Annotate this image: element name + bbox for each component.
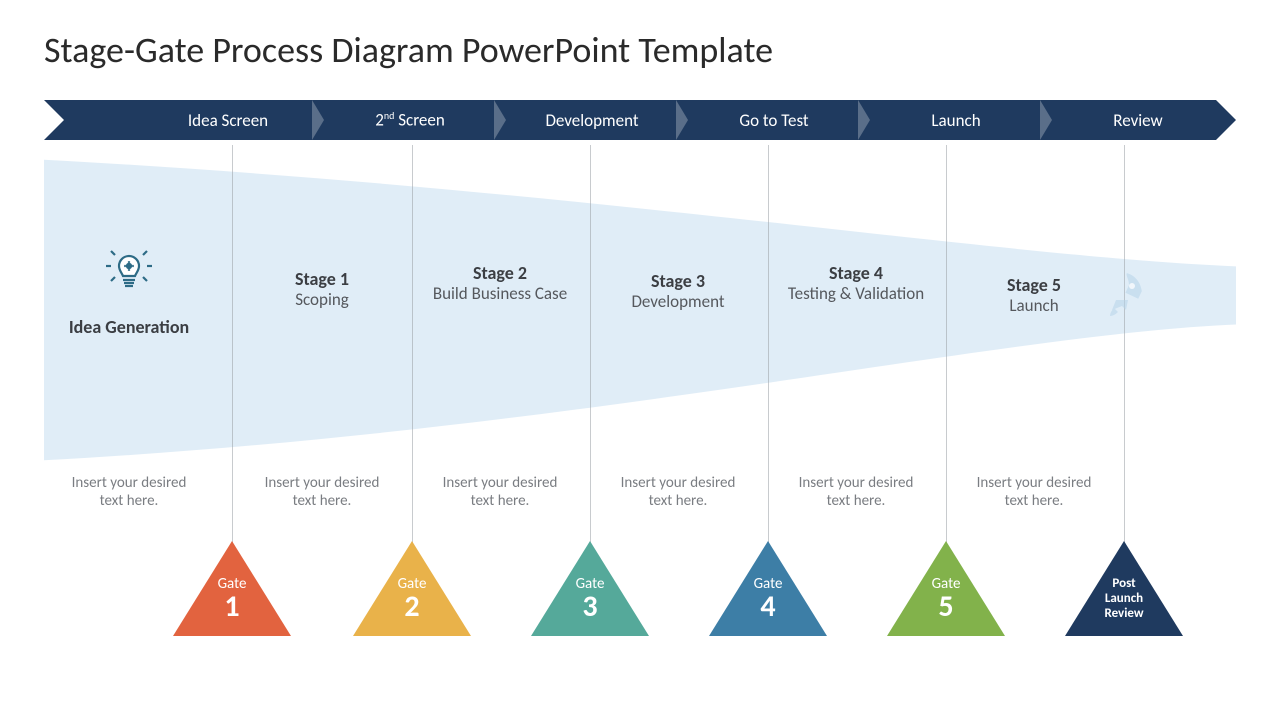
stage-block: Stage 5Launch <box>959 274 1109 316</box>
gate-label: Gate3 <box>531 577 649 622</box>
divider-line <box>232 145 233 560</box>
stage-title: Stage 1 <box>247 268 397 290</box>
gate-label: Gate5 <box>887 577 1005 622</box>
stage-subtitle: Launch <box>959 296 1109 316</box>
stage-subtitle: Development <box>603 292 753 312</box>
gate-triangle: Gate4 <box>709 541 827 636</box>
chevron-segment: Idea Screen <box>144 110 312 131</box>
chevron-sep-icon <box>1040 100 1054 140</box>
placeholder-text: Insert your desired text here. <box>252 474 392 510</box>
chevron-sep-icon <box>858 100 872 140</box>
stage-block: Stage 3Development <box>603 270 753 312</box>
stage-block: Stage 2Build Business Case <box>425 262 575 304</box>
stage-title: Stage 3 <box>603 270 753 292</box>
idea-generation-block: Idea Generation <box>64 250 194 338</box>
gate-label: Gate1 <box>173 577 291 622</box>
stage-title: Stage 4 <box>781 262 931 284</box>
chevron-segment: Development <box>508 110 676 131</box>
chevron-nav: Idea Screen 2nd Screen Development Go to Te… <box>44 100 1236 140</box>
chevron-sep-icon <box>312 100 326 140</box>
gate-triangle: Gate1 <box>173 541 291 636</box>
divider-line <box>590 145 591 560</box>
diagram-area: Idea Generation Stage 1Scoping Stage 2Bui… <box>44 140 1236 680</box>
placeholder-text: Insert your desired text here. <box>964 474 1104 510</box>
divider-line <box>768 145 769 560</box>
stage-subtitle: Build Business Case <box>425 284 575 304</box>
stage-subtitle: Scoping <box>247 290 397 310</box>
chevron-sep-icon <box>676 100 690 140</box>
placeholder-text: Insert your desired text here. <box>786 474 926 510</box>
placeholder-text: Insert your desired text here. <box>608 474 748 510</box>
stage-block: Stage 4Testing & Validation <box>781 262 931 304</box>
divider-line <box>1124 145 1125 560</box>
stage-title: Stage 5 <box>959 274 1109 296</box>
gate-triangle: Gate2 <box>353 541 471 636</box>
post-launch-review-triangle: PostLaunchReview <box>1065 541 1183 636</box>
gate-triangle: Gate3 <box>531 541 649 636</box>
rocket-icon <box>1104 270 1152 318</box>
idea-label: Idea Generation <box>64 317 194 338</box>
divider-line <box>946 145 947 560</box>
gate-label: Gate2 <box>353 577 471 622</box>
placeholder-text: Insert your desired text here. <box>430 474 570 510</box>
gate-label: PostLaunchReview <box>1065 577 1183 622</box>
stage-subtitle: Testing & Validation <box>781 284 931 304</box>
gate-label: Gate4 <box>709 577 827 622</box>
stage-title: Stage 2 <box>425 262 575 284</box>
placeholder-text: Insert your desired text here. <box>59 474 199 510</box>
lightbulb-icon <box>105 250 153 298</box>
chevron-segment: Go to Test <box>690 110 858 131</box>
slide-title: Stage-Gate Process Diagram PowerPoint Te… <box>44 28 773 72</box>
gate-triangle: Gate5 <box>887 541 1005 636</box>
chevron-segment: 2nd Screen <box>326 109 494 131</box>
chevron-sep-icon <box>494 100 508 140</box>
chevron-segment: Review <box>1054 110 1222 131</box>
chevron-segment: Launch <box>872 110 1040 131</box>
stage-block: Stage 1Scoping <box>247 268 397 310</box>
divider-line <box>412 145 413 560</box>
